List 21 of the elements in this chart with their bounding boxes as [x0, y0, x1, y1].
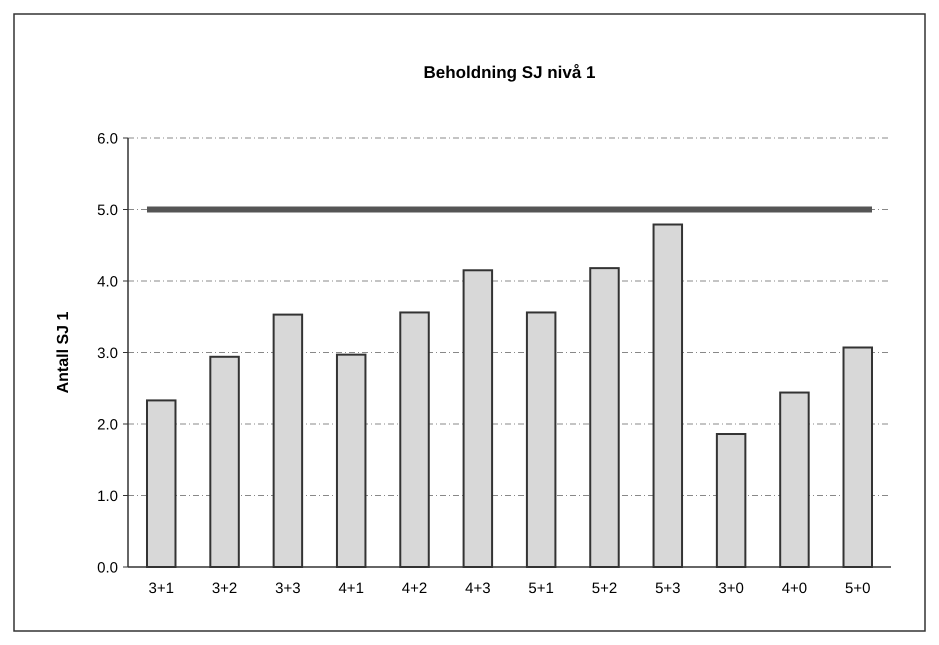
x-tick-label: 3+1	[148, 580, 174, 597]
x-tick-label: 4+1	[338, 580, 364, 597]
x-tick-label: 4+3	[465, 580, 491, 597]
x-tick-label: 5+0	[845, 580, 870, 597]
y-axis-title: Antall SJ 1	[55, 312, 72, 394]
x-tick-label: 5+2	[592, 580, 618, 597]
y-tick-label: 3.0	[97, 344, 118, 362]
x-tick-label: 3+3	[275, 580, 301, 597]
y-tick-label: 6.0	[97, 130, 118, 148]
y-tick-label: 1.0	[97, 488, 118, 505]
x-tick-label: 5+1	[528, 580, 554, 597]
x-tick-label: 5+3	[655, 580, 681, 597]
x-tick-label: 3+0	[718, 580, 744, 597]
x-tick-label: 4+2	[402, 580, 428, 597]
chart-title: Beholdning SJ nivå 1	[424, 63, 596, 82]
x-tick-label: 3+2	[212, 580, 238, 597]
y-tick-label: 0.0	[97, 559, 118, 576]
y-tick-label: 5.0	[97, 202, 118, 219]
x-tick-label: 4+0	[782, 580, 808, 597]
y-tick-label: 4.0	[97, 273, 118, 290]
y-tick-label: 2.0	[97, 416, 118, 434]
